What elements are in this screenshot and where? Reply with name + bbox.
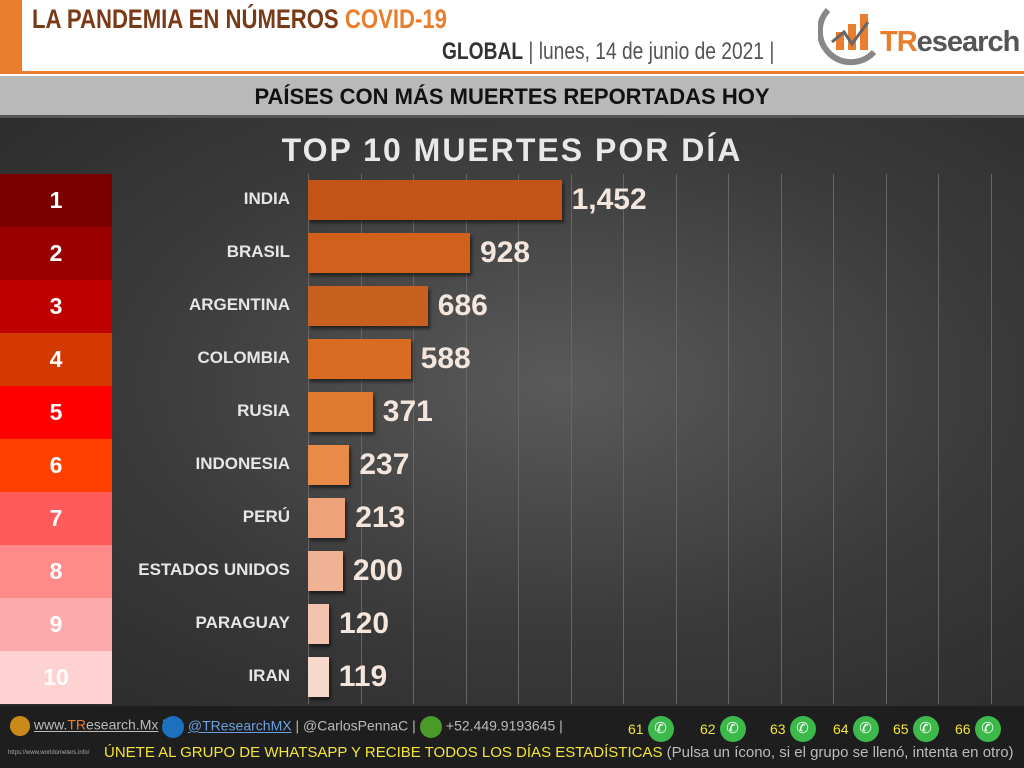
twitter-icon (162, 716, 184, 738)
website-link[interactable]: www.TResearch.Mx | (10, 716, 166, 736)
gridline (308, 174, 309, 704)
cta: ÚNETE AL GRUPO DE WHATSAPP Y RECIBE TODO… (104, 744, 1014, 761)
whatsapp-group-63[interactable]: 63 ✆ (770, 716, 816, 742)
bar (308, 286, 428, 326)
rank-2: 2 (0, 227, 112, 280)
category-label: RUSIA (237, 401, 290, 420)
page-title: LA PANDEMIA EN NÚMEROS COVID-19 (32, 4, 447, 35)
whatsapp-group-66[interactable]: 66 ✆ (955, 716, 1001, 742)
rank-1: 1 (0, 174, 112, 227)
rank-10: 10 (0, 651, 112, 704)
whatsapp-icon: ✆ (647, 716, 674, 742)
data-label: 119 (338, 660, 388, 693)
category-label: INDONESIA (195, 454, 290, 473)
bar (308, 498, 346, 538)
gridline (465, 174, 467, 704)
title-main: LA PANDEMIA EN NÚMEROS (32, 4, 339, 34)
category-label: IRAN (248, 666, 290, 685)
data-label: 213 (355, 501, 406, 534)
bar (308, 339, 411, 379)
category-label: PARAGUAY (195, 613, 290, 632)
category-label: ARGENTINA (188, 295, 290, 314)
data-label: 200 (352, 554, 403, 587)
plot-area: 1,452 928 686 588 371 237 213 200 120 119 (308, 174, 1024, 704)
phone-icon (420, 716, 442, 738)
chart: TOP 10 MUERTES POR DÍA 1 2 3 4 5 6 7 8 9 10 INDIA… (0, 118, 1024, 706)
gridline (518, 174, 519, 704)
data-label: 588 (420, 342, 471, 375)
tresearch-logo: TResearch (816, 2, 1024, 68)
bar (308, 392, 373, 432)
rank-column: 1 2 3 4 5 6 7 8 9 10 (0, 174, 112, 704)
category-labels: INDIA BRASIL ARGENTINA COLOMBIA RUSIA INDONES… (112, 174, 296, 704)
data-label: 1,452 (571, 183, 647, 216)
date: lunes, 14 de junio de 2021 (538, 38, 764, 65)
whatsapp-icon: ✆ (912, 716, 939, 742)
rank-6: 6 (0, 439, 112, 492)
gridline (623, 174, 624, 704)
twitter-link[interactable]: @TResearchMX | @CarlosPennaC | (162, 716, 416, 738)
whatsapp-group-64[interactable]: 64 ✆ (833, 716, 879, 742)
gridline (413, 174, 414, 704)
rank-5: 5 (0, 386, 112, 439)
gridline (938, 174, 939, 704)
phone: +52.449.9193645 | (420, 716, 563, 738)
data-label: 686 (437, 289, 488, 322)
bar (308, 604, 329, 644)
handle: @CarlosPennaC (303, 717, 409, 734)
rank-3: 3 (0, 280, 112, 333)
data-label: 371 (382, 395, 433, 428)
footer: www.TResearch.Mx | @TResearchMX | @Carlo… (0, 706, 1024, 768)
gridline (570, 174, 572, 704)
accent-bar (0, 0, 22, 72)
gridline (990, 174, 992, 704)
gridline (675, 174, 677, 704)
category-label: ESTADOS UNIDOS (138, 560, 290, 579)
scope-date: GLOBAL | lunes, 14 de junio de 2021 | (442, 38, 775, 65)
rank-9: 9 (0, 598, 112, 651)
bar (308, 445, 350, 485)
gridline (360, 174, 362, 704)
gridline (833, 174, 834, 704)
whatsapp-icon: ✆ (852, 716, 879, 742)
data-label: 928 (480, 236, 531, 269)
category-label: BRASIL (226, 242, 290, 261)
bar (308, 657, 329, 697)
scope: GLOBAL (442, 38, 524, 65)
rank-4: 4 (0, 333, 112, 386)
category-label: PERÚ (242, 507, 290, 526)
category-label: INDIA (243, 189, 290, 208)
whatsapp-icon: ✆ (789, 716, 816, 742)
whatsapp-icon: ✆ (719, 716, 746, 742)
header: LA PANDEMIA EN NÚMEROS COVID-19 GLOBAL |… (0, 0, 1024, 74)
whatsapp-group-65[interactable]: 65 ✆ (893, 716, 939, 742)
whatsapp-icon: ✆ (974, 716, 1001, 742)
bar (308, 180, 562, 220)
section-subtitle: PAÍSES CON MÁS MUERTES REPORTADAS HOY (0, 76, 1024, 118)
logo-text: TResearch (880, 26, 1020, 58)
chart-title: TOP 10 MUERTES POR DÍA (281, 132, 743, 168)
gridline (885, 174, 887, 704)
logo-chart-icon (816, 7, 877, 66)
bar (308, 551, 343, 591)
divider (0, 71, 1024, 74)
source-url: https://www.worldometers.info/ (8, 750, 90, 756)
data-label: 120 (338, 607, 390, 640)
bar (308, 233, 471, 273)
globe-icon (10, 716, 30, 736)
gridline (728, 174, 729, 704)
rank-8: 8 (0, 545, 112, 598)
category-label: COLOMBIA (197, 348, 290, 367)
rank-7: 7 (0, 492, 112, 545)
gridline (780, 174, 782, 704)
whatsapp-group-61[interactable]: 61 ✆ (628, 716, 674, 742)
title-accent: COVID-19 (344, 4, 447, 34)
whatsapp-group-62[interactable]: 62 ✆ (700, 716, 746, 742)
data-label: 237 (359, 448, 410, 481)
